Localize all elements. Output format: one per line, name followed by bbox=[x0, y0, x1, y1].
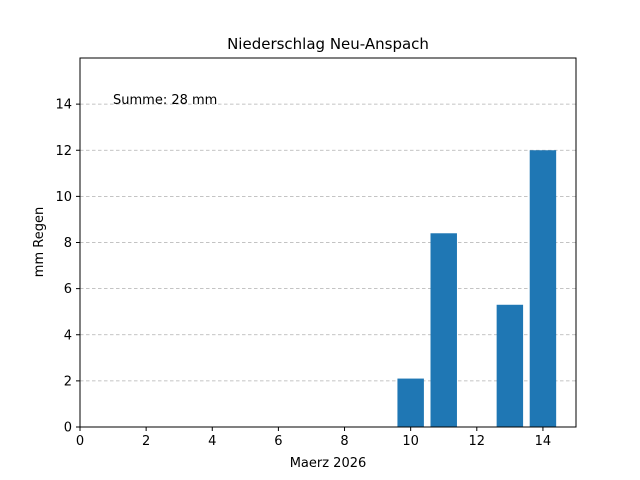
chart-title: Niederschlag Neu-Anspach bbox=[227, 35, 429, 53]
y-axis-label: mm Regen bbox=[32, 207, 47, 277]
x-tick-label-0: 0 bbox=[76, 434, 84, 449]
y-axis-ticks: 0 2 4 6 8 10 12 14 bbox=[55, 98, 80, 436]
x-tick-label-14: 14 bbox=[535, 434, 552, 449]
x-tick-label-10: 10 bbox=[402, 434, 419, 449]
bars bbox=[397, 150, 557, 427]
y-tick-label-4: 4 bbox=[64, 328, 72, 343]
y-tick-label-0: 0 bbox=[64, 421, 72, 436]
y-tick-label-2: 2 bbox=[64, 374, 72, 389]
x-axis-ticks: 0 2 4 6 8 10 12 14 bbox=[76, 427, 551, 449]
x-tick-label-8: 8 bbox=[340, 434, 348, 449]
x-tick-label-4: 4 bbox=[208, 434, 216, 449]
sum-annotation: Summe: 28 mm bbox=[113, 93, 217, 108]
x-tick-label-6: 6 bbox=[274, 434, 282, 449]
y-tick-label-6: 6 bbox=[64, 282, 72, 297]
x-axis-label: Maerz 2026 bbox=[290, 456, 367, 471]
y-tick-label-14: 14 bbox=[55, 98, 72, 113]
grid-lines bbox=[80, 103, 576, 382]
bar-day-13 bbox=[496, 304, 524, 427]
bar-day-10 bbox=[397, 378, 424, 427]
y-tick-label-12: 12 bbox=[55, 144, 72, 159]
y-tick-label-10: 10 bbox=[55, 190, 72, 205]
x-tick-label-2: 2 bbox=[142, 434, 150, 449]
x-tick-label-12: 12 bbox=[469, 434, 486, 449]
bar-day-11 bbox=[430, 233, 457, 427]
bar-day-14 bbox=[529, 150, 557, 427]
y-tick-label-8: 8 bbox=[64, 236, 72, 251]
